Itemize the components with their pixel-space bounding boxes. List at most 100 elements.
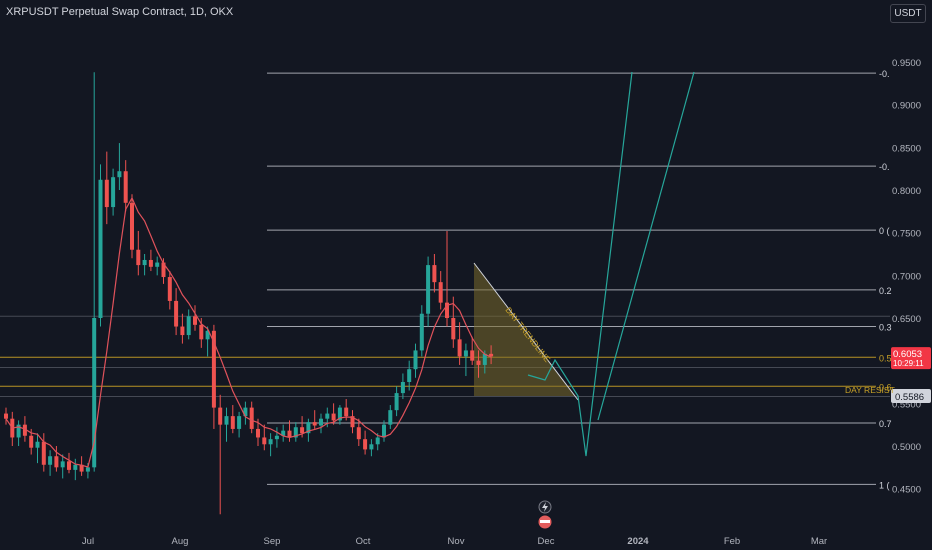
- fib-label: -0.: [879, 162, 890, 172]
- candle-body: [470, 350, 475, 361]
- candle-body: [67, 461, 71, 470]
- candle-body: [325, 413, 330, 419]
- time-tick: Mar: [811, 536, 827, 547]
- price-tick: 0.6500: [892, 314, 921, 325]
- price-tick: 0.7000: [892, 271, 921, 282]
- candle-body: [54, 456, 59, 468]
- time-tick: Jul: [82, 536, 94, 547]
- candle-body: [237, 416, 242, 429]
- time-tick: Feb: [724, 536, 740, 547]
- candle-body: [369, 444, 374, 450]
- candle-body: [98, 179, 103, 318]
- candle-body: [230, 416, 235, 429]
- candle-body: [180, 326, 185, 336]
- fib-label: 0.5: [879, 353, 892, 363]
- candle-body: [211, 330, 216, 408]
- candle-body: [457, 339, 462, 357]
- candle-body: [438, 282, 443, 303]
- candle-body: [274, 435, 279, 440]
- candle-body: [319, 418, 323, 426]
- candle-body: [419, 313, 424, 351]
- price-tick: 0.8500: [892, 143, 921, 154]
- price-tick: 0.5500: [892, 399, 921, 410]
- candle-body: [35, 441, 40, 448]
- fib-label: 0.3: [879, 323, 892, 333]
- candle-body: [356, 427, 361, 440]
- candle-body: [136, 249, 141, 266]
- candle-body: [243, 407, 248, 417]
- candle-body: [363, 439, 368, 450]
- fib-label: 0.6: [879, 382, 892, 392]
- candle-body: [48, 456, 53, 465]
- candle-body: [451, 318, 456, 340]
- projection-path: [527, 71, 633, 457]
- candle-body: [476, 360, 481, 365]
- candle-body: [111, 177, 116, 208]
- time-axis: Jul Aug Sep Oct Nov Dec 2024 Feb Mar: [82, 536, 827, 547]
- candle-body: [16, 424, 21, 438]
- candle-body: [445, 302, 449, 318]
- countdown-value: 10:29:11: [893, 359, 924, 368]
- time-tick: 2024: [627, 536, 649, 547]
- time-tick: Aug: [172, 536, 189, 547]
- projection-line-2: [597, 71, 695, 421]
- price-tick: 0.5000: [892, 442, 921, 453]
- us-flag-stripe: [540, 520, 550, 523]
- price-tick: 0.4500: [892, 485, 921, 496]
- current-price-badge: [891, 347, 931, 370]
- candle-body: [337, 407, 342, 421]
- candle-body: [306, 422, 311, 434]
- candle-body: [281, 430, 286, 436]
- candle-body: [73, 464, 78, 470]
- candle-body: [312, 422, 317, 426]
- currency-button[interactable]: USDT: [890, 4, 926, 23]
- candle-body: [29, 435, 34, 448]
- candle-body: [256, 428, 260, 438]
- candle-body: [432, 265, 437, 283]
- candle-body: [489, 353, 494, 357]
- candle-body: [394, 393, 399, 411]
- candle-body: [482, 353, 487, 365]
- candle-body: [331, 413, 336, 421]
- candle-body: [104, 179, 109, 208]
- time-tick: Oct: [356, 536, 371, 547]
- candle-body: [268, 439, 273, 445]
- candle-body: [174, 300, 179, 327]
- day-trendline: [473, 262, 579, 401]
- level-badge-value: 0.5586: [895, 392, 924, 403]
- candle-body: [193, 316, 197, 325]
- candle-body: [130, 202, 134, 250]
- candle-body: [249, 407, 254, 429]
- lightning-icon: [542, 502, 548, 512]
- resistance-label: DAY RESIST: [845, 385, 895, 395]
- price-tick: 0.7500: [892, 229, 921, 240]
- wedge-pattern: [473, 262, 579, 401]
- level-badge: [891, 388, 931, 403]
- candle-body: [426, 265, 431, 314]
- time-tick: Sep: [264, 536, 281, 547]
- moving-average-line: [5, 196, 492, 468]
- candle-body: [92, 318, 97, 468]
- candle-body: [407, 369, 412, 382]
- candle-body: [79, 464, 84, 472]
- candle-body: [186, 316, 191, 336]
- candle-body: [413, 350, 418, 370]
- price-tick: 0.8000: [892, 186, 921, 197]
- candle-body: [148, 259, 153, 267]
- candle-body: [350, 416, 355, 428]
- current-price-value: 0.6053: [893, 349, 922, 360]
- candle-body: [382, 424, 386, 438]
- candle-body: [199, 324, 204, 340]
- price-tick: 0.9000: [892, 101, 921, 112]
- time-tick: Dec: [538, 536, 555, 547]
- price-axis: 0.9500 0.9000 0.8500 0.8000 0.7500 0.7000 0.65…: [891, 58, 931, 496]
- fib-label: 1 (: [879, 480, 890, 490]
- candle-body: [142, 259, 147, 266]
- candles: [4, 72, 494, 515]
- candle-body: [224, 416, 229, 425]
- event-icons: [538, 500, 552, 529]
- candle-body: [117, 171, 122, 178]
- fib-label: 0.2: [879, 286, 892, 296]
- fib-label: 0.7: [879, 419, 892, 429]
